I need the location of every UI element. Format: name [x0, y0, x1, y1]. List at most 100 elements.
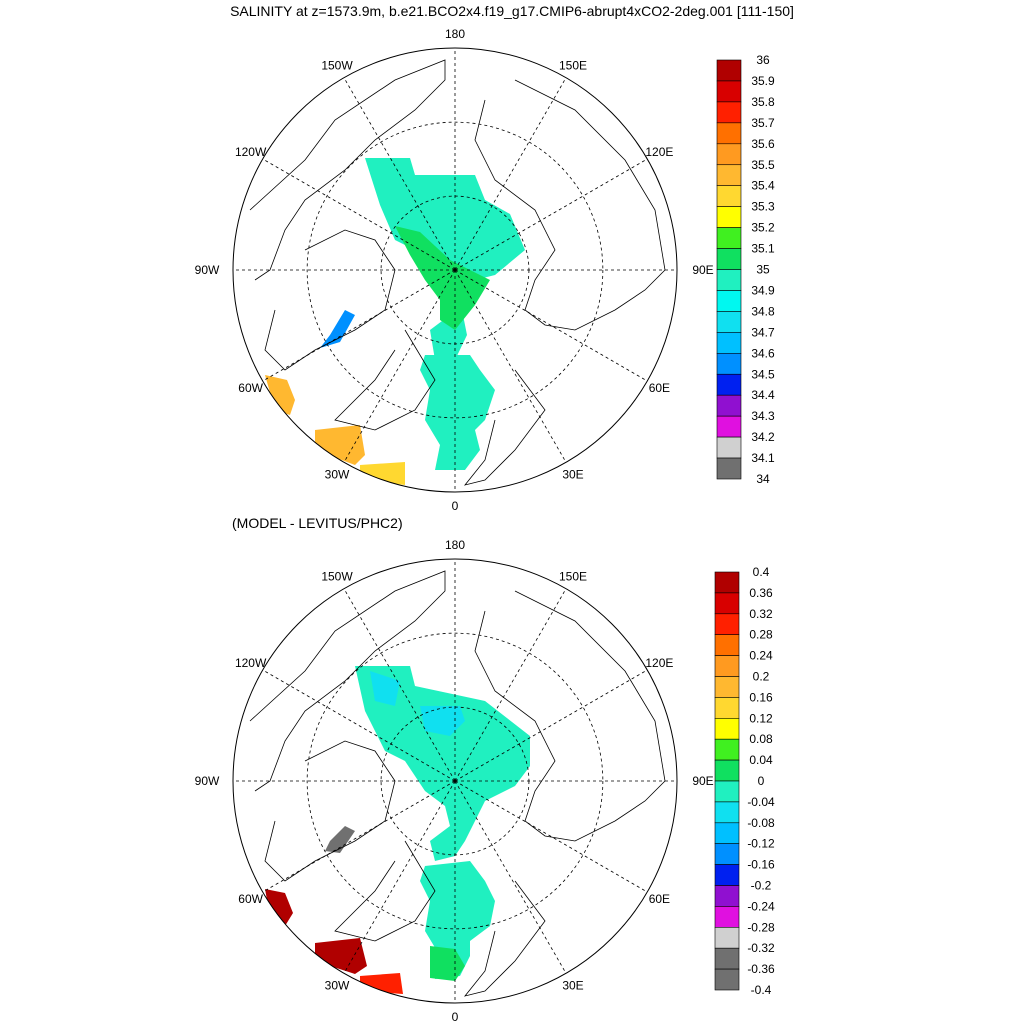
longitude-label: 60E [649, 892, 670, 906]
colorbar-swatch [716, 59, 742, 82]
colorbar-swatch [716, 185, 742, 207]
region-makarov-patch [420, 706, 465, 736]
polar-map-1: 180 150E 120E 90E 60E 30E 0 30W 60W 90W 120W 150W 36… [195, 27, 775, 513]
colorbar-swatch [716, 122, 742, 145]
meridian-1 [454, 588, 567, 782]
longitude-label: 60E [649, 381, 670, 395]
longitude-label: 150E [559, 570, 587, 584]
colorbar-tick-label: -0.36 [747, 962, 775, 976]
colorbar-tick-label: 0.16 [749, 690, 773, 704]
colorbar-swatch [716, 206, 742, 228]
region-north-atlantic-b [315, 425, 365, 465]
colorbar-tick-label: -0.28 [747, 920, 775, 934]
colorbar-swatch [714, 634, 740, 656]
region-labrador-sea [320, 310, 355, 348]
coastline-5 [463, 880, 546, 997]
colorbar-tick-label: 35.7 [751, 116, 775, 130]
map-content [233, 48, 677, 492]
latitude-circle-2 [306, 632, 604, 930]
colorbar-swatch [716, 80, 742, 103]
colorbar-tick-label: -0.16 [747, 858, 775, 872]
colorbar-swatch [714, 864, 740, 886]
colorbar-tick-label: -0.2 [751, 879, 772, 893]
colorbar-tick-label: 35 [756, 263, 770, 277]
colorbar-swatch [714, 655, 740, 677]
coastline-5 [463, 369, 546, 486]
longitude-label: 90W [195, 774, 220, 788]
colorbar-swatch [716, 269, 742, 291]
longitude-label: 120W [235, 656, 267, 670]
colorbar-tick-label: 36 [756, 53, 770, 67]
colorbar-swatch [714, 676, 740, 698]
colorbar-swatch [714, 968, 740, 991]
colorbar-tick-label: 35.1 [751, 242, 775, 256]
colorbar-tick-label: 34.9 [751, 283, 775, 297]
meridian-11 [343, 77, 456, 271]
polar-map-2: 180 150E 120E 90E 60E 30E 0 30W 60W 90W 120W 150W 0.… [195, 538, 775, 1024]
colorbar-tick-label: 34.5 [751, 367, 775, 381]
coastline-1 [249, 570, 446, 792]
region-nordic-seas [420, 355, 495, 470]
chart-title: SALINITY at z=1573.9m, b.e21.BCO2x4.f19_… [230, 3, 794, 19]
meridian-10 [262, 158, 456, 271]
region-arctic-basin [355, 666, 530, 861]
region-north-atlantic-b [315, 938, 367, 974]
colorbar-tick-label: 34.7 [751, 325, 775, 339]
colorbar-swatch [716, 332, 742, 354]
colorbar-tick-label: -0.24 [747, 899, 775, 913]
colorbar-swatch [716, 248, 742, 270]
longitude-label: 30W [325, 467, 350, 481]
colorbar-swatch [714, 759, 740, 782]
colorbar-tick-label: 0.08 [749, 732, 773, 746]
colorbar-swatch [716, 101, 742, 124]
longitude-label: 30W [325, 978, 350, 992]
meridian-7 [343, 269, 456, 463]
colorbar-tick-label: 34 [756, 472, 770, 486]
colorbar-swatch [714, 822, 740, 844]
colorbar: 36 35.9 35.8 35.7 35.6 35.5 35.4 35.3 35.2 35.1 35… [716, 53, 775, 486]
colorbar-tick-label: 34.1 [751, 451, 775, 465]
meridian-10 [262, 669, 456, 782]
region-north-atlantic-a [265, 375, 295, 415]
map-boundary [232, 558, 678, 1004]
coastline-1 [249, 59, 446, 281]
colorbar-tick-label: 35.9 [751, 74, 775, 88]
colorbar-swatch [714, 697, 740, 719]
coastline-3 [264, 229, 396, 371]
region-labrador-sea [325, 826, 355, 853]
longitude-label: 60W [238, 892, 263, 906]
longitude-label: 150E [559, 59, 587, 73]
colorbar-tick-label: 0 [758, 774, 765, 788]
colorbar-swatch [714, 717, 740, 740]
longitude-label: 120W [235, 145, 267, 159]
colorbar-swatch [714, 885, 740, 907]
colorbar-swatch [714, 801, 740, 824]
colorbar-tick-label: 0.04 [749, 753, 773, 767]
colorbar-swatch [716, 311, 742, 333]
colorbar-swatch [716, 415, 742, 438]
coastline-2 [474, 79, 666, 331]
meridian-5 [454, 780, 567, 974]
region-canada-basin-patch [370, 671, 400, 706]
map-boundary [232, 47, 678, 493]
colorbar-swatch [716, 164, 742, 187]
chart-subtitle: (MODEL - LEVITUS/PHC2) [232, 515, 403, 531]
colorbar-swatch [716, 394, 742, 417]
colorbar-tick-label: 35.2 [751, 221, 775, 235]
colorbar-tick-label: -0.32 [747, 941, 775, 955]
colorbar-tick-label: 34.4 [751, 388, 775, 402]
colorbar-swatch [716, 143, 742, 166]
colorbar-swatch [716, 290, 742, 312]
longitude-label: 120E [645, 145, 673, 159]
colorbar-swatch [716, 352, 742, 375]
longitude-label: 90E [692, 263, 713, 277]
longitude-label: 30E [562, 467, 583, 481]
colorbar-swatch [714, 906, 740, 928]
meridian-2 [454, 158, 648, 271]
colorbar-swatch [714, 738, 740, 761]
colorbar-tick-label: 0.2 [753, 670, 770, 684]
region-greenland-sea-patch [430, 946, 465, 981]
latitude-circle-2 [306, 121, 604, 419]
longitude-label: 150W [321, 570, 353, 584]
